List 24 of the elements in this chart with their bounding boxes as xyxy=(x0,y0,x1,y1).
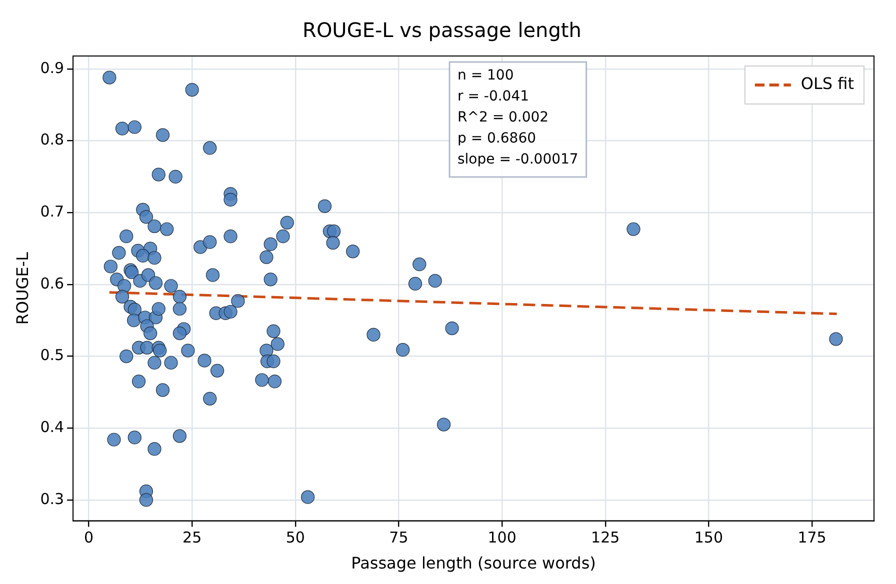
x-tick-label: 50 xyxy=(286,528,305,547)
y-axis-title: ROUGE-L xyxy=(12,252,32,325)
y-tick-label: 0.5 xyxy=(40,346,64,364)
x-tick-label: 100 xyxy=(488,528,516,547)
x-tick-label: 75 xyxy=(389,528,408,547)
legend-label: OLS fit xyxy=(800,74,854,94)
x-tick-label: 25 xyxy=(182,528,202,547)
y-tick-label: 0.7 xyxy=(40,202,64,220)
x-tick-label: 125 xyxy=(591,528,620,547)
x-tick-label: 0 xyxy=(84,528,94,547)
y-tick-label: 0.9 xyxy=(40,58,64,77)
x-tick-label: 175 xyxy=(798,528,826,547)
annotation: R^2 = 0.002 xyxy=(458,110,549,126)
x-tick-label: 150 xyxy=(694,528,724,547)
y-tick-label: 0.4 xyxy=(40,418,64,436)
annotation: p = 0.6860 xyxy=(458,130,536,147)
chart-title: ROUGE-L vs passage length xyxy=(302,18,582,42)
y-tick-label: 0.8 xyxy=(40,130,64,149)
y-tick-label: 0.3 xyxy=(40,490,64,508)
annotation: r = -0.041 xyxy=(458,88,530,105)
annotation: n = 100 xyxy=(458,68,514,84)
y-tick-label: 0.6 xyxy=(40,274,64,292)
x-axis-title: Passage length (source words) xyxy=(351,554,596,573)
annotation: slope = -0.00017 xyxy=(458,152,578,168)
